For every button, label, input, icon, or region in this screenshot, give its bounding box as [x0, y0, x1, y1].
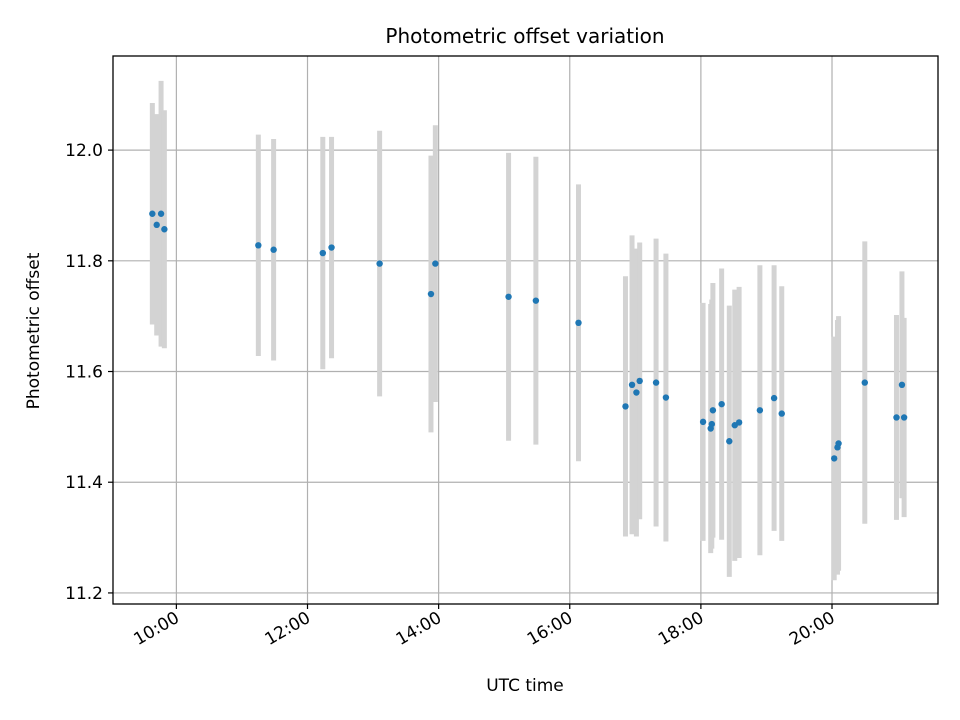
data-point — [699, 418, 707, 426]
data-point — [756, 407, 764, 414]
chart-title: Photometric offset variation — [385, 24, 664, 48]
data-point — [622, 403, 629, 410]
data-point — [328, 244, 335, 251]
y-tick-label: 11.4 — [65, 473, 103, 493]
data-point — [900, 414, 908, 421]
data-point — [835, 440, 842, 447]
data-point — [718, 400, 725, 408]
data-point — [153, 221, 160, 229]
plot-frame — [112, 55, 939, 605]
data-point — [575, 319, 582, 327]
data-point — [770, 394, 778, 402]
data-point — [861, 379, 868, 386]
y-tick-label: 11.2 — [65, 584, 103, 604]
data-point — [735, 419, 743, 426]
data-point — [319, 249, 327, 257]
data-point — [633, 389, 640, 396]
y-axis-label: Photometric offset — [24, 252, 44, 409]
data-point — [270, 246, 277, 253]
data-point — [427, 290, 435, 298]
data-point — [726, 438, 733, 445]
data-point — [255, 242, 262, 249]
data-point — [157, 210, 165, 217]
data-point — [505, 293, 512, 300]
data-point — [149, 210, 156, 217]
x-axis-label: UTC time — [486, 676, 564, 696]
y-tick-label: 11.6 — [65, 363, 103, 383]
data-points — [149, 210, 908, 462]
data-point — [628, 381, 636, 388]
data-point — [778, 410, 785, 417]
data-point — [709, 407, 717, 414]
data-point — [432, 260, 439, 267]
data-point — [708, 420, 716, 428]
data-point — [636, 377, 643, 385]
y-tick-label: 12.0 — [65, 141, 103, 161]
data-point — [161, 226, 168, 233]
data-point — [652, 379, 660, 386]
data-point — [898, 381, 906, 388]
y-tick-label: 11.8 — [65, 252, 103, 272]
data-point — [662, 394, 670, 401]
data-point — [532, 297, 540, 304]
data-point — [830, 455, 838, 462]
data-point — [893, 414, 900, 421]
data-point — [376, 260, 383, 267]
